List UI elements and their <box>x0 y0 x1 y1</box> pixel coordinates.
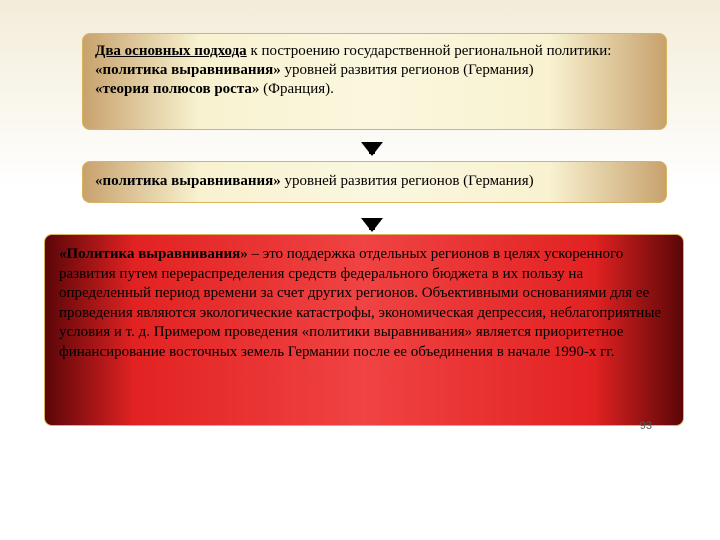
box1-bullet1-rest: уровней развития регионов (Германия) <box>281 62 534 78</box>
box2-rest: уровней развития регионов (Германия) <box>281 173 534 189</box>
box2-bold: «политика выравнивания» <box>95 173 281 189</box>
arrow-down-icon <box>361 142 383 156</box>
arrow-down-icon <box>361 218 383 232</box>
slide: Два основных подхода к построению госуда… <box>0 0 720 540</box>
box1-title-underline: Два основных подхода <box>95 43 247 59</box>
box1-title-line: Два основных подхода к построению госуда… <box>95 42 654 61</box>
box1-bullet1-bold: «политика выравнивания» <box>95 62 281 78</box>
box1-bullet-2: «теория полюсов роста» (Франция). <box>95 80 654 99</box>
box1-bullet2-bold: «теория полюсов роста» <box>95 81 259 97</box>
page-number: 93 <box>640 420 652 432</box>
box-two-approaches: Два основных подхода к построению госуда… <box>82 33 667 130</box>
box3-body: – это поддержка отдельных регионов в цел… <box>59 246 661 360</box>
box3-bold: «Политика выравнивания» <box>59 246 248 262</box>
box-definition: «Политика выравнивания» – это поддержка … <box>44 234 684 426</box>
box2-line: «политика выравнивания» уровней развития… <box>95 172 534 191</box>
box1-title-rest: к построению государственной регионально… <box>247 43 612 59</box>
box-equalization-policy: «политика выравнивания» уровней развития… <box>82 161 667 203</box>
box1-bullet2-rest: (Франция). <box>259 81 333 97</box>
box1-bullet-1: «политика выравнивания» уровней развития… <box>95 61 654 80</box>
